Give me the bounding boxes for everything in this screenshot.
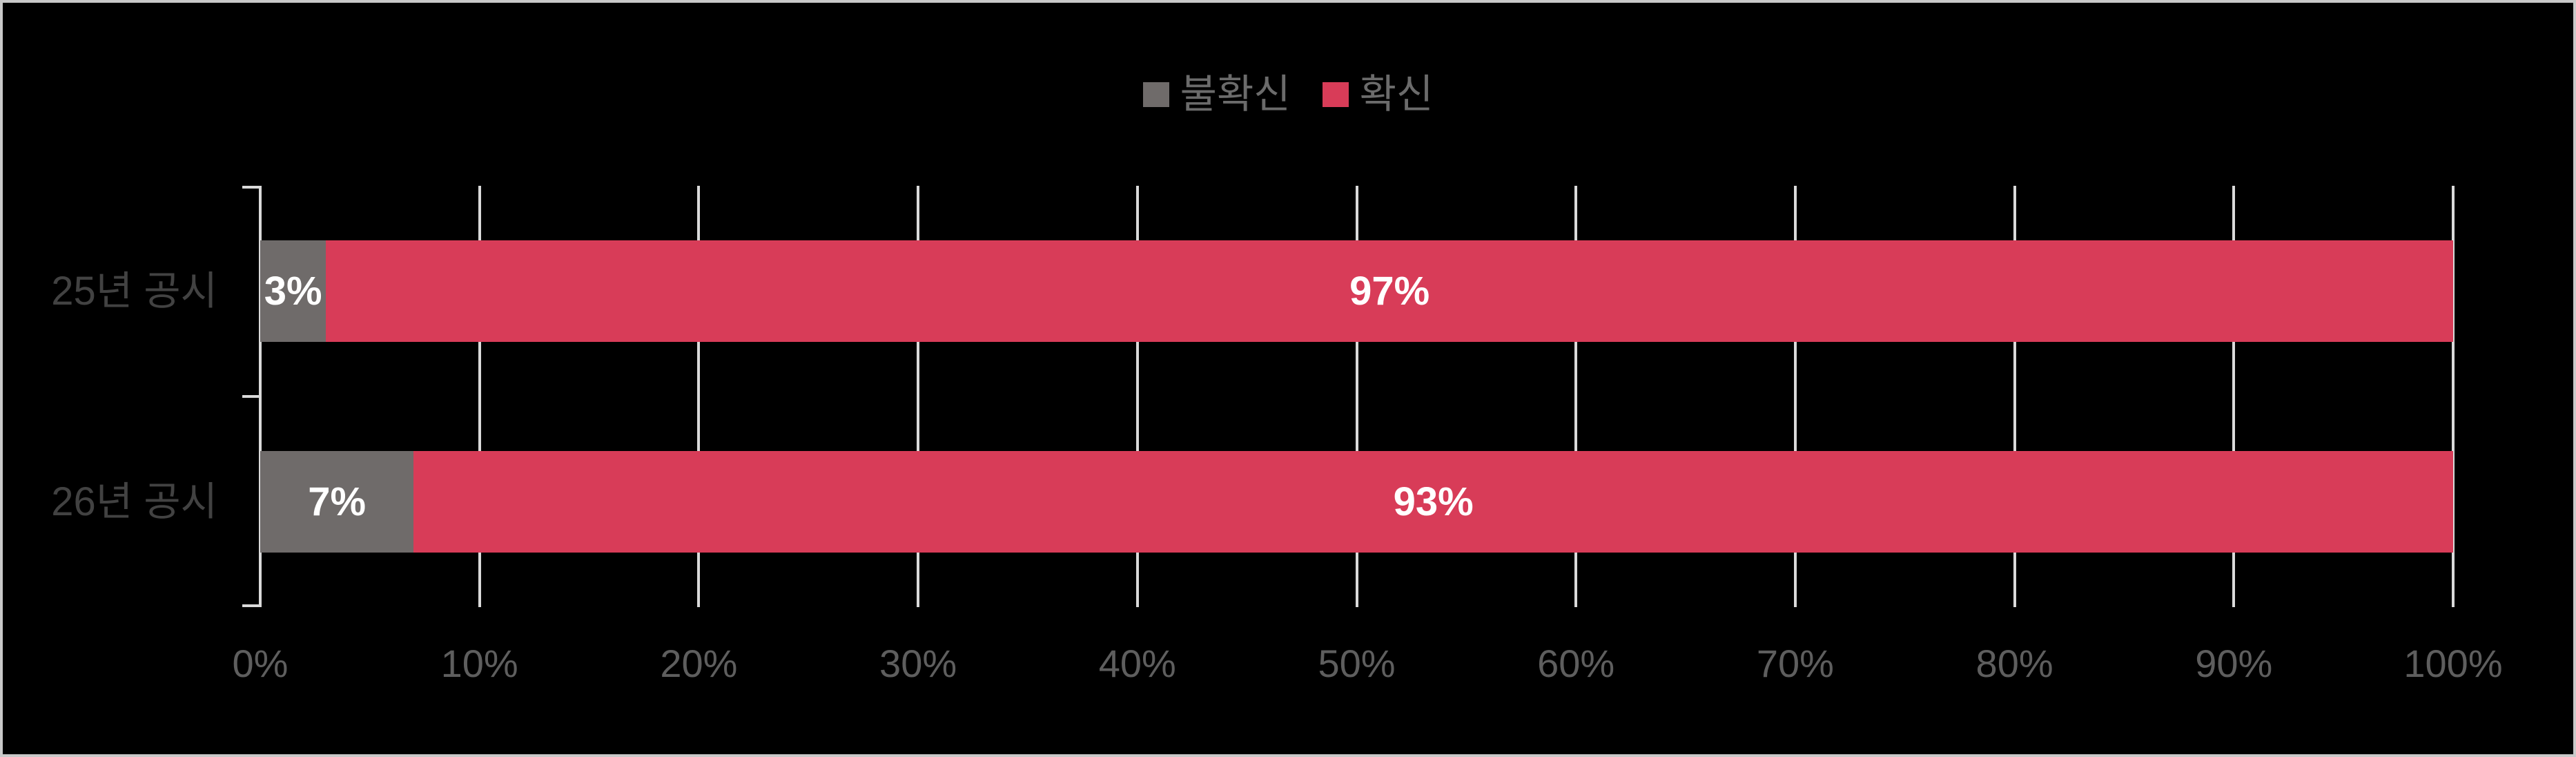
bar-segment-certain-2: 93% bbox=[413, 451, 2453, 553]
bar-row-1: 3% 97% bbox=[260, 240, 2453, 342]
gridline-100% bbox=[2452, 186, 2455, 607]
category-axis-tick-1 bbox=[242, 395, 260, 398]
gridline-70% bbox=[1793, 186, 1797, 607]
gridline-50% bbox=[1355, 186, 1358, 607]
x-tick-label-50%: 50% bbox=[1318, 642, 1396, 685]
x-tick-label-100%: 100% bbox=[2403, 642, 2503, 685]
category-axis-tick-0 bbox=[242, 186, 260, 189]
value-axis-line bbox=[259, 186, 262, 607]
gridline-60% bbox=[1574, 186, 1578, 607]
bar-segment-certain-1: 97% bbox=[326, 240, 2453, 342]
gridline-20% bbox=[697, 186, 701, 607]
chart-legend: 불확신 확신 bbox=[3, 68, 2573, 121]
legend-swatch-uncertain-icon bbox=[1142, 82, 1169, 107]
legend-swatch-certain-icon bbox=[1322, 82, 1349, 107]
bar-value-label-certain-1: 97% bbox=[1349, 269, 1430, 314]
gridline-10% bbox=[478, 186, 481, 607]
x-tick-label-10%: 10% bbox=[440, 642, 518, 685]
bar-segment-uncertain-2: 7% bbox=[260, 451, 414, 553]
x-tick-label-30%: 30% bbox=[879, 642, 957, 685]
x-tick-label-90%: 90% bbox=[2195, 642, 2273, 685]
bar-row-2: 7% 93% bbox=[260, 451, 2453, 553]
x-tick-label-70%: 70% bbox=[1756, 642, 1834, 685]
bar-value-label-uncertain-2: 7% bbox=[308, 479, 367, 524]
legend-item-uncertain: 불확신 bbox=[1142, 68, 1291, 121]
bar-segment-uncertain-1: 3% bbox=[260, 240, 326, 342]
gridline-90% bbox=[2232, 186, 2236, 607]
bar-value-label-uncertain-1: 3% bbox=[264, 269, 322, 314]
gridline-30% bbox=[917, 186, 920, 607]
x-tick-label-80%: 80% bbox=[1975, 642, 2053, 685]
category-label-2: 26년 공시 bbox=[51, 479, 217, 524]
x-tick-label-20%: 20% bbox=[660, 642, 738, 685]
x-tick-label-60%: 60% bbox=[1537, 642, 1615, 685]
gridline-40% bbox=[1135, 186, 1139, 607]
category-label-1: 25년 공시 bbox=[51, 268, 217, 314]
x-tick-label-40%: 40% bbox=[1098, 642, 1176, 685]
legend-label-certain: 확신 bbox=[1359, 72, 1434, 117]
plot-area: 3% 97% 7% 93% bbox=[242, 186, 2455, 607]
legend-label-uncertain: 불확신 bbox=[1180, 72, 1291, 117]
gridline-80% bbox=[2013, 186, 2016, 607]
x-tick-label-0%: 0% bbox=[232, 642, 289, 685]
legend-item-certain: 확신 bbox=[1322, 68, 1434, 121]
bar-value-label-certain-2: 93% bbox=[1393, 479, 1474, 524]
category-axis-tick-2 bbox=[242, 604, 260, 607]
